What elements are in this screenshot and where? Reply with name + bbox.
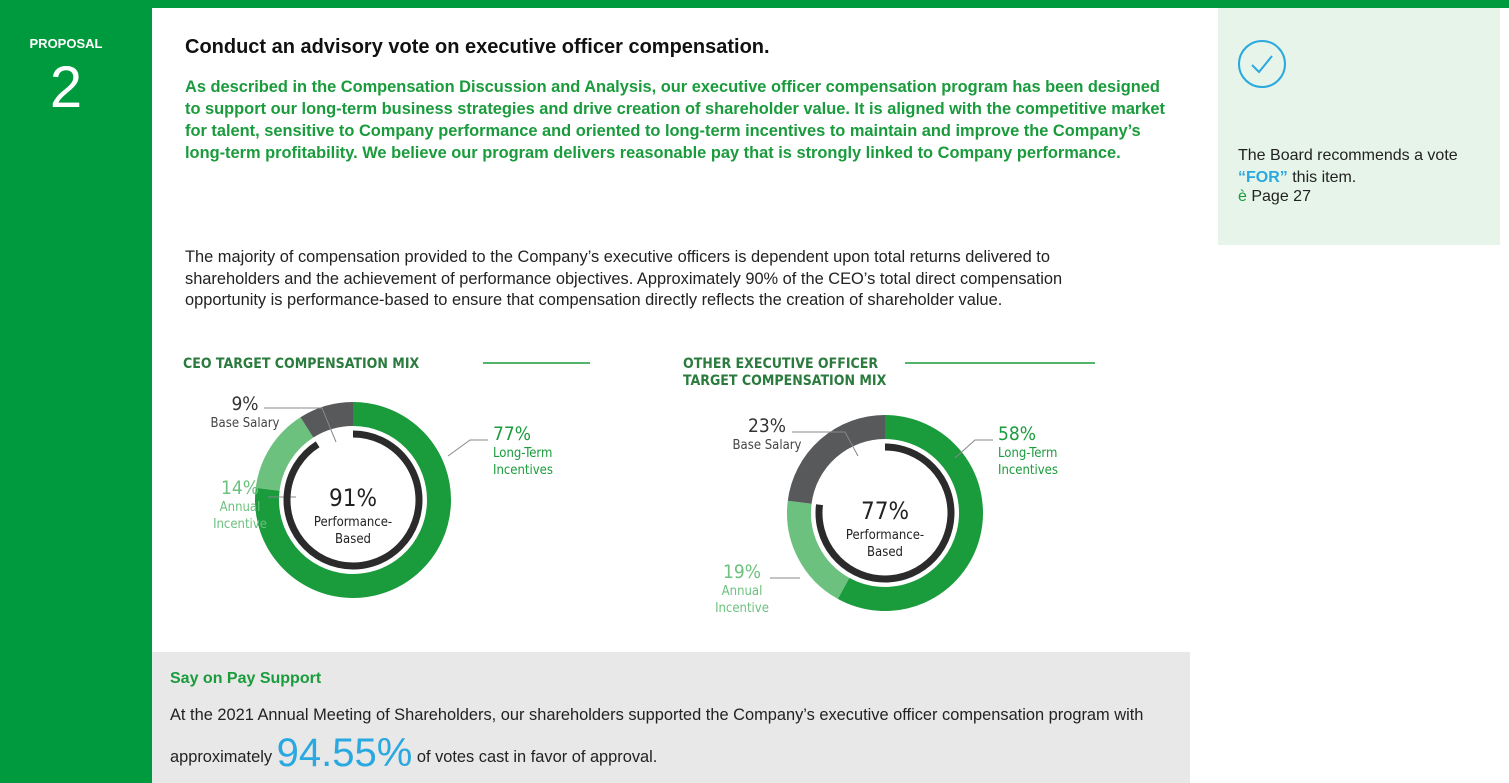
link-text[interactable]: Page 27 <box>1251 188 1311 205</box>
segment-name: Annual <box>220 500 261 515</box>
donut-segment <box>255 402 451 598</box>
check-icon <box>1238 40 1286 88</box>
center-text: Performance- <box>314 515 392 530</box>
center-text: Performance- <box>846 528 924 543</box>
proposal-label: PROPOSAL <box>29 36 103 51</box>
leader-line <box>264 407 337 443</box>
say-on-pay-title: Say on Pay Support <box>170 670 322 687</box>
performance-arc <box>283 430 423 570</box>
segment-value: 19% <box>723 561 761 583</box>
page-link[interactable]: è Page 27 <box>1238 188 1311 206</box>
segment-value: 23% <box>748 415 786 437</box>
segment-name: Annual <box>722 584 763 599</box>
heading: Conduct an advisory vote on executive of… <box>185 36 770 58</box>
chart-title: TARGET COMPENSATION MIX <box>683 373 887 389</box>
arrow: è <box>1238 188 1247 205</box>
segment-name: Incentives <box>493 463 553 478</box>
emphasis: “FOR” <box>1238 169 1288 186</box>
segment-name: Incentives <box>998 463 1058 478</box>
segment-name: Long-Term <box>998 446 1057 461</box>
donut-segment <box>837 415 983 611</box>
center-text: Based <box>867 545 903 560</box>
segment-value: 14% <box>221 477 259 499</box>
segment-name: Incentive <box>715 601 769 616</box>
segment-name: Base Salary <box>733 438 802 453</box>
performance-arc <box>815 443 955 583</box>
say-on-pay-text: At the 2021 Annual Meeting of Shareholde… <box>170 696 1170 776</box>
body-text: The majority of compensation provided to… <box>185 248 1063 309</box>
highlight: 94.55% <box>276 731 413 775</box>
chart-title: OTHER EXECUTIVE OFFICER <box>683 356 878 372</box>
donut-segment <box>300 402 354 438</box>
text: At the 2021 Annual Meeting of Shareholde… <box>170 706 1144 766</box>
recommendation-text: The Board recommends a vote “FOR” this i… <box>1238 145 1498 189</box>
text: this item. <box>1292 169 1357 186</box>
segment-name: Base Salary <box>211 416 280 431</box>
chart-title: CEO TARGET COMPENSATION MIX <box>183 356 420 372</box>
donut-segment <box>255 417 314 492</box>
summary: As described in the Compensation Discuss… <box>185 78 1166 162</box>
donut-segment <box>787 500 850 599</box>
segment-value: 9% <box>231 393 258 415</box>
leader-line <box>954 439 993 459</box>
recommendation-panel <box>1218 8 1500 245</box>
center-text: Based <box>335 532 371 547</box>
proposal-number: 2 <box>49 55 83 120</box>
segment-name: Long-Term <box>493 446 552 461</box>
donut-segment <box>787 415 886 505</box>
proposal-column <box>0 0 152 783</box>
center-value: 77% <box>861 497 909 525</box>
segment-name: Incentive <box>213 517 267 532</box>
charts: CEO TARGET COMPENSATION MIX77%Long-TermI… <box>183 356 1095 616</box>
top-bar <box>0 0 1509 8</box>
segment-value: 77% <box>493 423 531 445</box>
text: The Board recommends a vote <box>1238 147 1458 164</box>
text: of votes cast in favor of approval. <box>416 748 658 766</box>
segment-value: 58% <box>998 423 1036 445</box>
leader-line <box>792 431 859 457</box>
say-on-pay-box <box>152 652 1190 783</box>
leader-line <box>447 439 488 457</box>
center-value: 91% <box>329 484 377 512</box>
